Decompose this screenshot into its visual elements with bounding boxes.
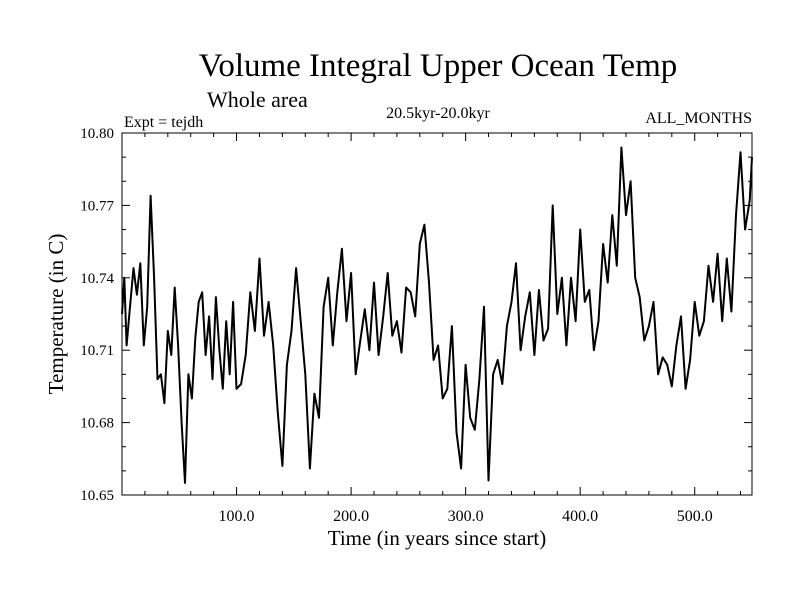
y-tick-label: 10.80 — [80, 126, 114, 142]
chart-title: Volume Integral Upper Ocean Temp — [199, 48, 677, 84]
plot-area-frame — [121, 132, 753, 496]
y-tick-label: 10.65 — [80, 488, 114, 504]
x-tick-label: 300.0 — [448, 508, 484, 525]
chart-subtitle: Whole area — [207, 87, 308, 112]
x-tick-label: 500.0 — [677, 508, 713, 525]
x-axis-ticks: 100.0 200.0 300.0 400.0 500.0 — [144, 133, 742, 525]
experiment-label: Expt = tejdh — [124, 114, 203, 131]
y-tick-label: 10.68 — [80, 416, 114, 432]
months-label: ALL_MONTHS — [645, 110, 752, 127]
y-tick-label: 10.71 — [80, 343, 114, 359]
y-tick-label: 10.77 — [80, 198, 114, 214]
x-axis-label: Time (in years since start) — [328, 526, 547, 550]
y-axis-ticks: 10.65 10.68 10.71 10.74 10.77 10.80 — [80, 126, 752, 504]
x-tick-label: 100.0 — [219, 508, 255, 525]
period-label: 20.5kyr-20.0kyr — [386, 105, 490, 122]
y-tick-label: 10.74 — [80, 271, 114, 287]
x-tick-label: 200.0 — [333, 508, 369, 525]
y-axis-label: Temperature (in C) — [44, 234, 68, 395]
temperature-series-line — [121, 146, 753, 484]
x-tick-label: 400.0 — [562, 508, 598, 525]
